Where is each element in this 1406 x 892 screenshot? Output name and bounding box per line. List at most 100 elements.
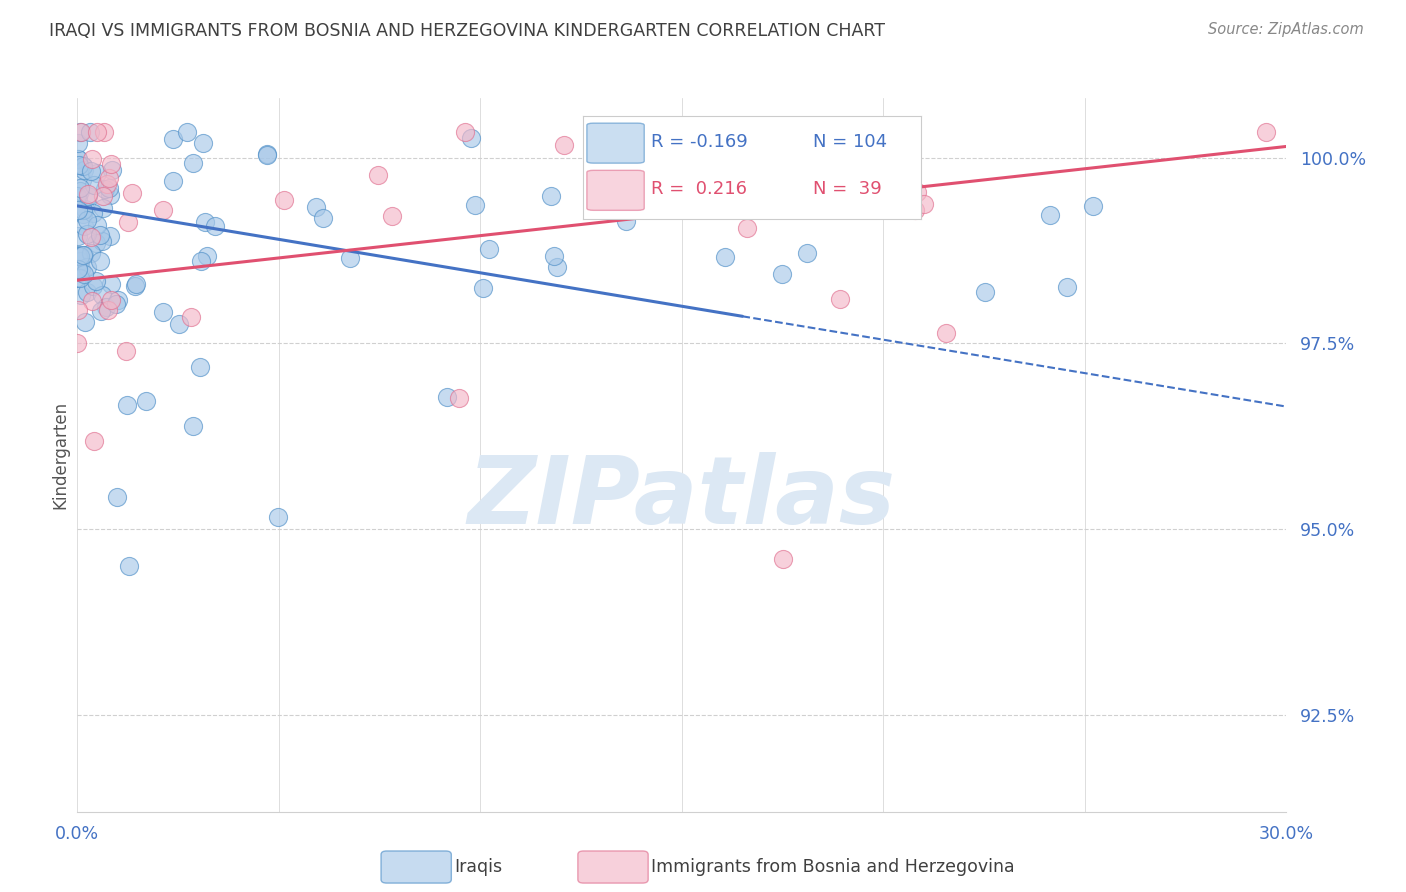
Point <box>76 260 98 274</box>
Point <box>96 177 118 191</box>
Point <box>82 152 104 166</box>
Point <box>97 302 120 317</box>
Point <box>73 267 96 281</box>
Point <box>76 213 98 227</box>
Point <box>305 201 328 215</box>
Point <box>69 271 91 285</box>
Point <box>100 277 122 292</box>
Point <box>67 152 90 166</box>
Point <box>121 186 143 200</box>
Point <box>67 153 90 167</box>
Point <box>118 558 141 573</box>
Point <box>256 146 278 161</box>
Point <box>273 193 295 207</box>
Point <box>90 234 112 248</box>
FancyBboxPatch shape <box>586 123 644 163</box>
Point <box>76 227 98 242</box>
Point <box>267 509 290 524</box>
Text: N = 104: N = 104 <box>813 133 887 151</box>
Point <box>70 261 93 276</box>
Point <box>97 181 120 195</box>
Point <box>96 301 118 315</box>
Point <box>94 182 117 196</box>
Point <box>66 136 89 151</box>
Point <box>84 235 107 250</box>
Point <box>107 293 129 307</box>
Point <box>905 185 928 199</box>
Point <box>66 188 89 202</box>
Point <box>460 131 482 145</box>
Text: Iraqis: Iraqis <box>454 858 502 876</box>
Point <box>770 267 793 281</box>
Point <box>69 254 91 268</box>
Point <box>367 169 389 183</box>
Text: Source: ZipAtlas.com: Source: ZipAtlas.com <box>1208 22 1364 37</box>
Point <box>801 198 824 212</box>
Point <box>772 552 794 566</box>
Point <box>70 173 93 187</box>
Point <box>73 163 96 178</box>
Point <box>67 302 90 317</box>
Point <box>70 124 93 138</box>
Point <box>66 203 89 218</box>
Point <box>72 207 94 221</box>
Point <box>974 285 997 300</box>
Point <box>115 398 138 412</box>
Point <box>83 178 105 192</box>
Point <box>89 254 111 268</box>
Point <box>72 160 94 174</box>
Point <box>735 221 758 235</box>
Point <box>1056 280 1078 294</box>
Point <box>453 124 475 138</box>
Point <box>741 124 763 138</box>
Point <box>1039 208 1062 222</box>
Point <box>66 336 89 351</box>
Point <box>72 203 94 218</box>
Point <box>98 170 121 185</box>
Point <box>77 189 100 203</box>
Point <box>546 260 568 274</box>
Point <box>176 124 198 138</box>
Point <box>339 251 361 265</box>
Point <box>73 248 96 262</box>
Point <box>66 191 89 205</box>
Point <box>115 343 138 358</box>
Point <box>1256 124 1278 138</box>
Point <box>73 219 96 233</box>
Point <box>91 288 114 302</box>
Point <box>100 157 122 171</box>
Point <box>152 304 174 318</box>
Point <box>630 128 652 143</box>
Point <box>381 210 404 224</box>
Point <box>66 229 89 244</box>
Point <box>86 124 108 138</box>
Point <box>66 261 89 276</box>
Point <box>543 249 565 263</box>
Point <box>69 185 91 199</box>
Point <box>472 281 495 295</box>
Point <box>181 156 204 170</box>
Point <box>167 317 190 331</box>
Point <box>312 211 335 225</box>
Point <box>98 187 121 202</box>
Point <box>70 287 93 301</box>
Text: N =  39: N = 39 <box>813 180 882 198</box>
Text: IRAQI VS IMMIGRANTS FROM BOSNIA AND HERZEGOVINA KINDERGARTEN CORRELATION CHART: IRAQI VS IMMIGRANTS FROM BOSNIA AND HERZ… <box>49 22 886 40</box>
Point <box>83 434 105 448</box>
Point <box>76 285 98 300</box>
Point <box>67 158 90 172</box>
Text: ZIPatlas: ZIPatlas <box>468 451 896 544</box>
Point <box>89 228 111 243</box>
Point <box>188 359 211 374</box>
Point <box>713 250 735 264</box>
Point <box>72 159 94 173</box>
Point <box>73 202 96 216</box>
Point <box>162 173 184 187</box>
Text: R = -0.169: R = -0.169 <box>651 133 748 151</box>
Point <box>447 391 470 405</box>
Point <box>152 202 174 217</box>
Point <box>194 215 217 229</box>
Point <box>67 271 90 285</box>
Point <box>935 326 957 340</box>
Point <box>540 189 562 203</box>
